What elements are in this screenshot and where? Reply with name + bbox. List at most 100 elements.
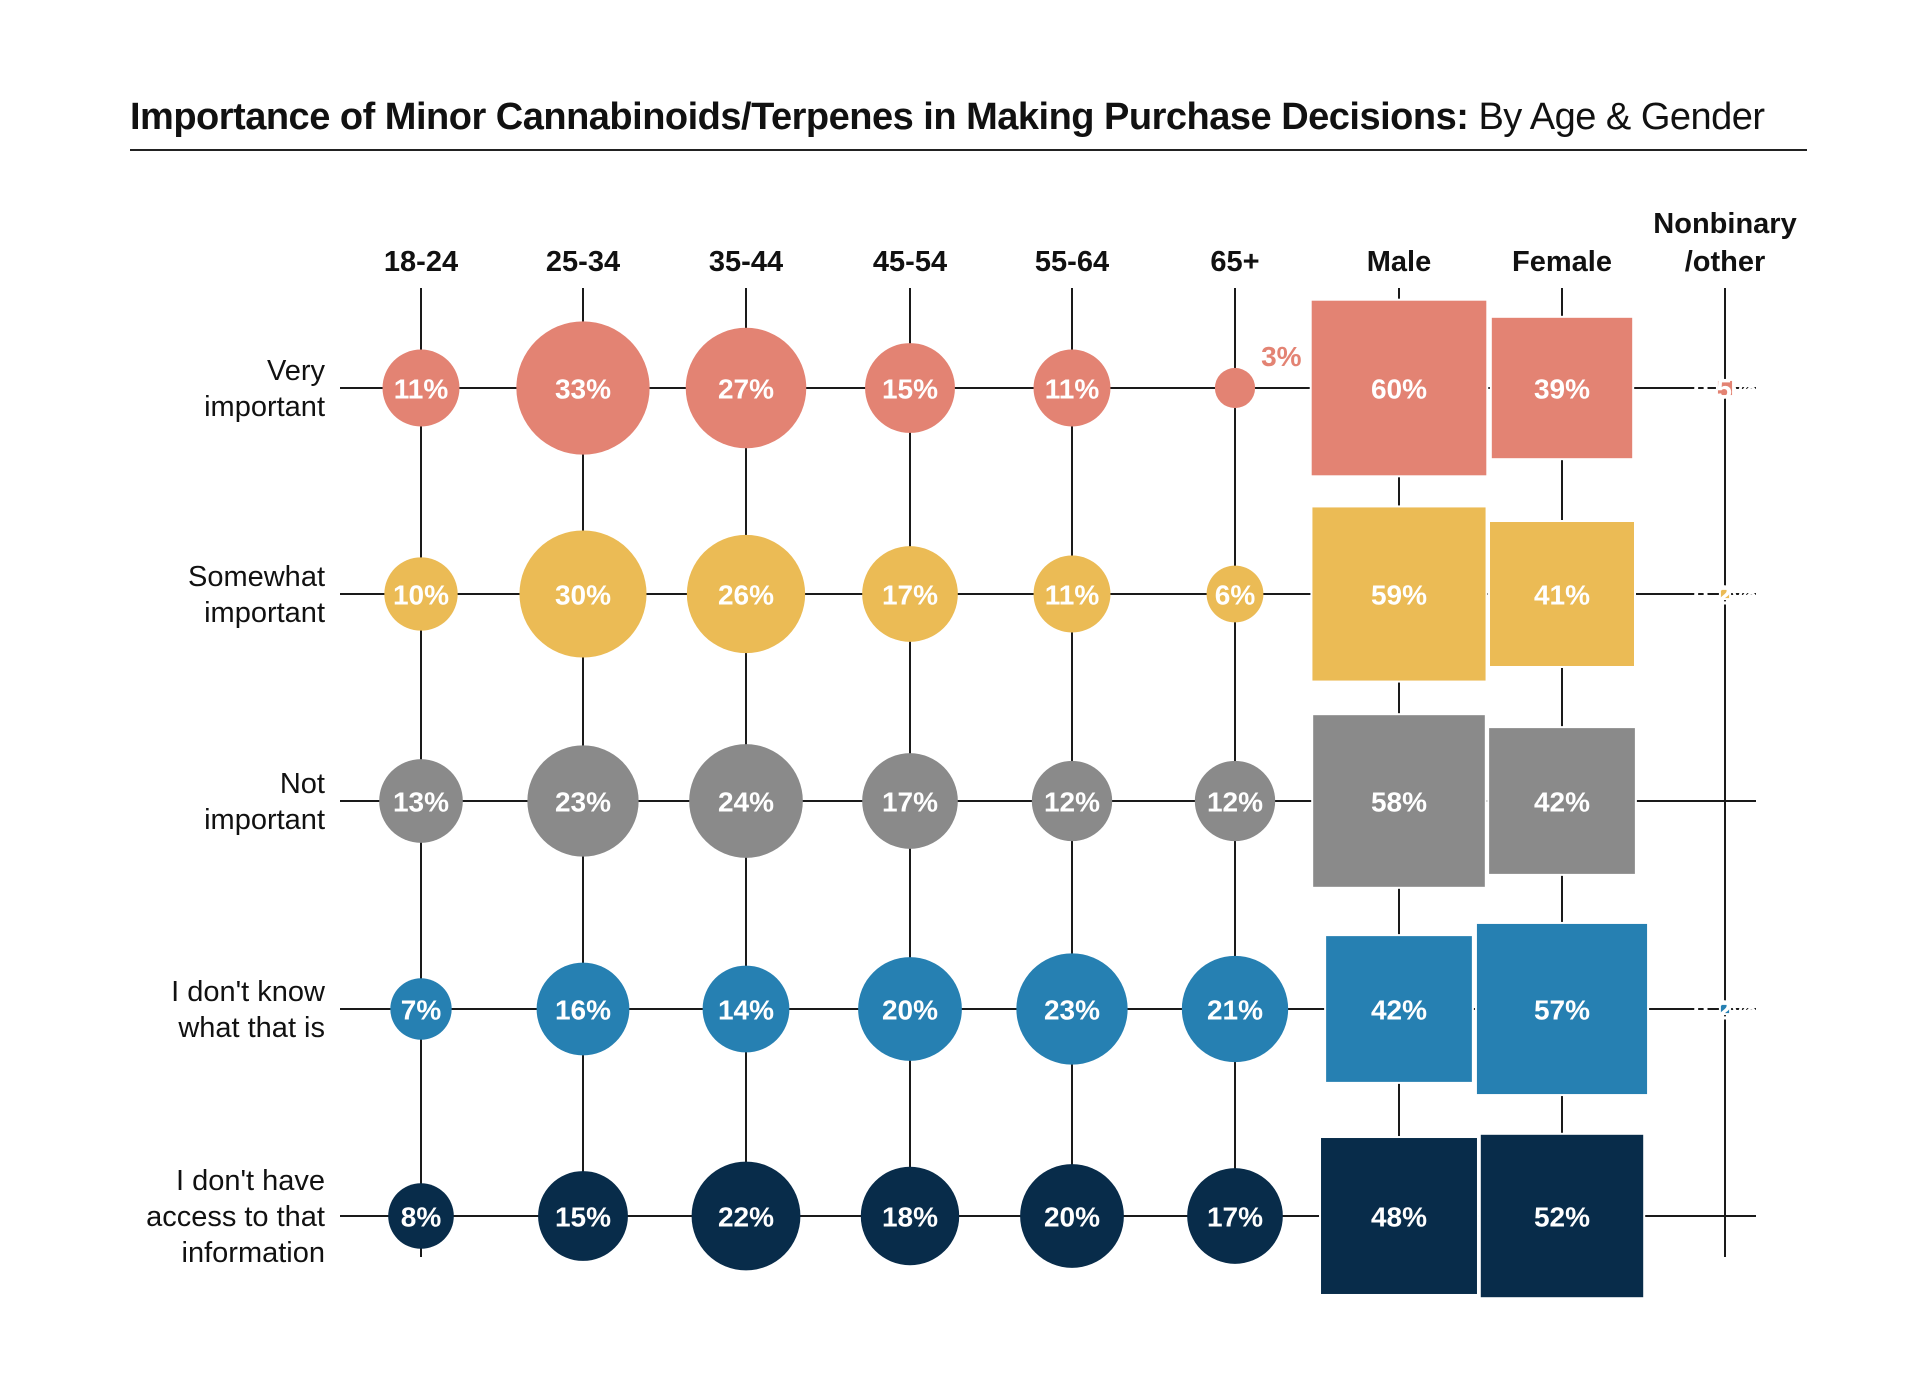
bubble-value-label: 15% [555,1202,611,1233]
bubble-value-label: 16% [555,995,611,1026]
square-value-label: 42% [1371,995,1427,1026]
square-mark [1310,505,1488,683]
square-mark [1489,315,1635,461]
column-label: Female [1512,246,1612,278]
title-underline [130,149,1807,151]
bubble-value-label: 21% [1207,995,1263,1026]
row-label: what that is [177,1012,325,1044]
row-label: important [204,804,325,836]
bubble-value-label: 23% [555,787,611,818]
square-mark [1324,934,1474,1084]
square-value-label: 42% [1534,787,1590,818]
column-label: Male [1367,246,1431,278]
bubble-value-label: 3% [1261,341,1302,372]
bubble [691,1161,801,1271]
column-label: 18-24 [384,246,458,278]
square-value-label: 58% [1371,787,1427,818]
bubble [516,321,650,455]
bubble [519,530,647,658]
bubble [388,1183,454,1249]
row-label: Not [280,768,325,800]
bubble [1187,1168,1283,1264]
bubble [702,965,790,1053]
square-mark [1715,378,1735,398]
bubble [536,962,630,1056]
column-label: Nonbinary [1653,208,1796,240]
bubble-value-label: 7% [401,995,442,1026]
square-value-label: 57% [1534,995,1590,1026]
square-value-label: 0.5% [1693,374,1757,405]
bubble-value-label: 22% [718,1202,774,1233]
bubble [538,1171,628,1261]
bubble [1206,565,1264,623]
chart-title: Importance of Minor Cannabinoids/Terpene… [130,96,1765,139]
row-label: important [204,391,325,423]
bubble-value-label: 26% [718,580,774,611]
bubble [1031,760,1113,842]
bubble [1016,953,1128,1065]
bubble-value-label: 15% [882,374,938,405]
bubble [686,534,806,654]
bubble [390,978,452,1040]
square-value-label: 52% [1534,1202,1590,1233]
square-mark [1309,298,1489,478]
bubble-value-label: 30% [555,580,611,611]
square-value-label: 39% [1534,374,1590,405]
bubble-value-label: 17% [1207,1202,1263,1233]
square-value-label: 59% [1371,580,1427,611]
square-value-label: 0.2% [1693,995,1757,1026]
bubble [862,753,958,849]
bubble-value-label: 11% [1045,374,1100,405]
square-mark [1718,587,1732,601]
bubble [527,745,639,857]
bubble-value-label: 13% [393,787,449,818]
column-label: /other [1685,246,1766,278]
square-mark [1488,520,1636,668]
bubble-value-label: 6% [1215,580,1256,611]
bubble-value-label: 20% [1044,1202,1100,1233]
bubble-value-label: 23% [1044,995,1100,1026]
bubble-value-label: 18% [882,1202,938,1233]
square-mark [1487,726,1637,876]
row-label: information [182,1237,325,1269]
bubble [382,349,460,427]
bubble-value-label: 11% [394,374,449,405]
bubble [384,557,458,631]
bubble [860,1166,960,1266]
bubble [689,744,803,858]
bubble-value-label: 27% [718,374,774,405]
chart-title-subtitle: By Age & Gender [1468,96,1765,138]
bubble-value-label: 17% [882,580,938,611]
row-label: access to that [146,1201,325,1233]
column-label: 25-34 [546,246,620,278]
bubble [1194,760,1276,842]
bubble-value-label: 8% [401,1202,442,1233]
square-value-label: 0.2% [1693,580,1757,611]
bubble [1033,349,1111,427]
column-label: 65+ [1210,246,1259,278]
bubble [1181,955,1289,1063]
column-label: 35-44 [709,246,783,278]
bubble [379,759,463,843]
bubble-value-label: 24% [718,787,774,818]
square-mark [1474,921,1650,1097]
row-label: I don't know [171,976,326,1008]
column-label: 45-54 [873,246,947,278]
square-value-label: 41% [1534,580,1590,611]
bubble-value-label: 20% [882,995,938,1026]
bubble [865,343,955,433]
bubble [1033,555,1111,633]
row-label: I don't have [176,1165,325,1197]
bubble [685,327,807,449]
chart-marks [379,298,1735,1300]
row-label: Very [267,355,326,387]
square-mark [1311,713,1487,889]
column-label: 55-64 [1035,246,1109,278]
bubble-value-label: 17% [882,787,938,818]
bubble-value-label: 12% [1207,787,1263,818]
row-label: Somewhat [188,561,325,593]
chart-labels: 18-24 25-34 35-44 45-54 55-64 65+ Male Female No… [146,208,1797,1269]
bubble [1214,367,1256,409]
square-mark [1319,1136,1479,1296]
square-mark [1478,1132,1646,1300]
